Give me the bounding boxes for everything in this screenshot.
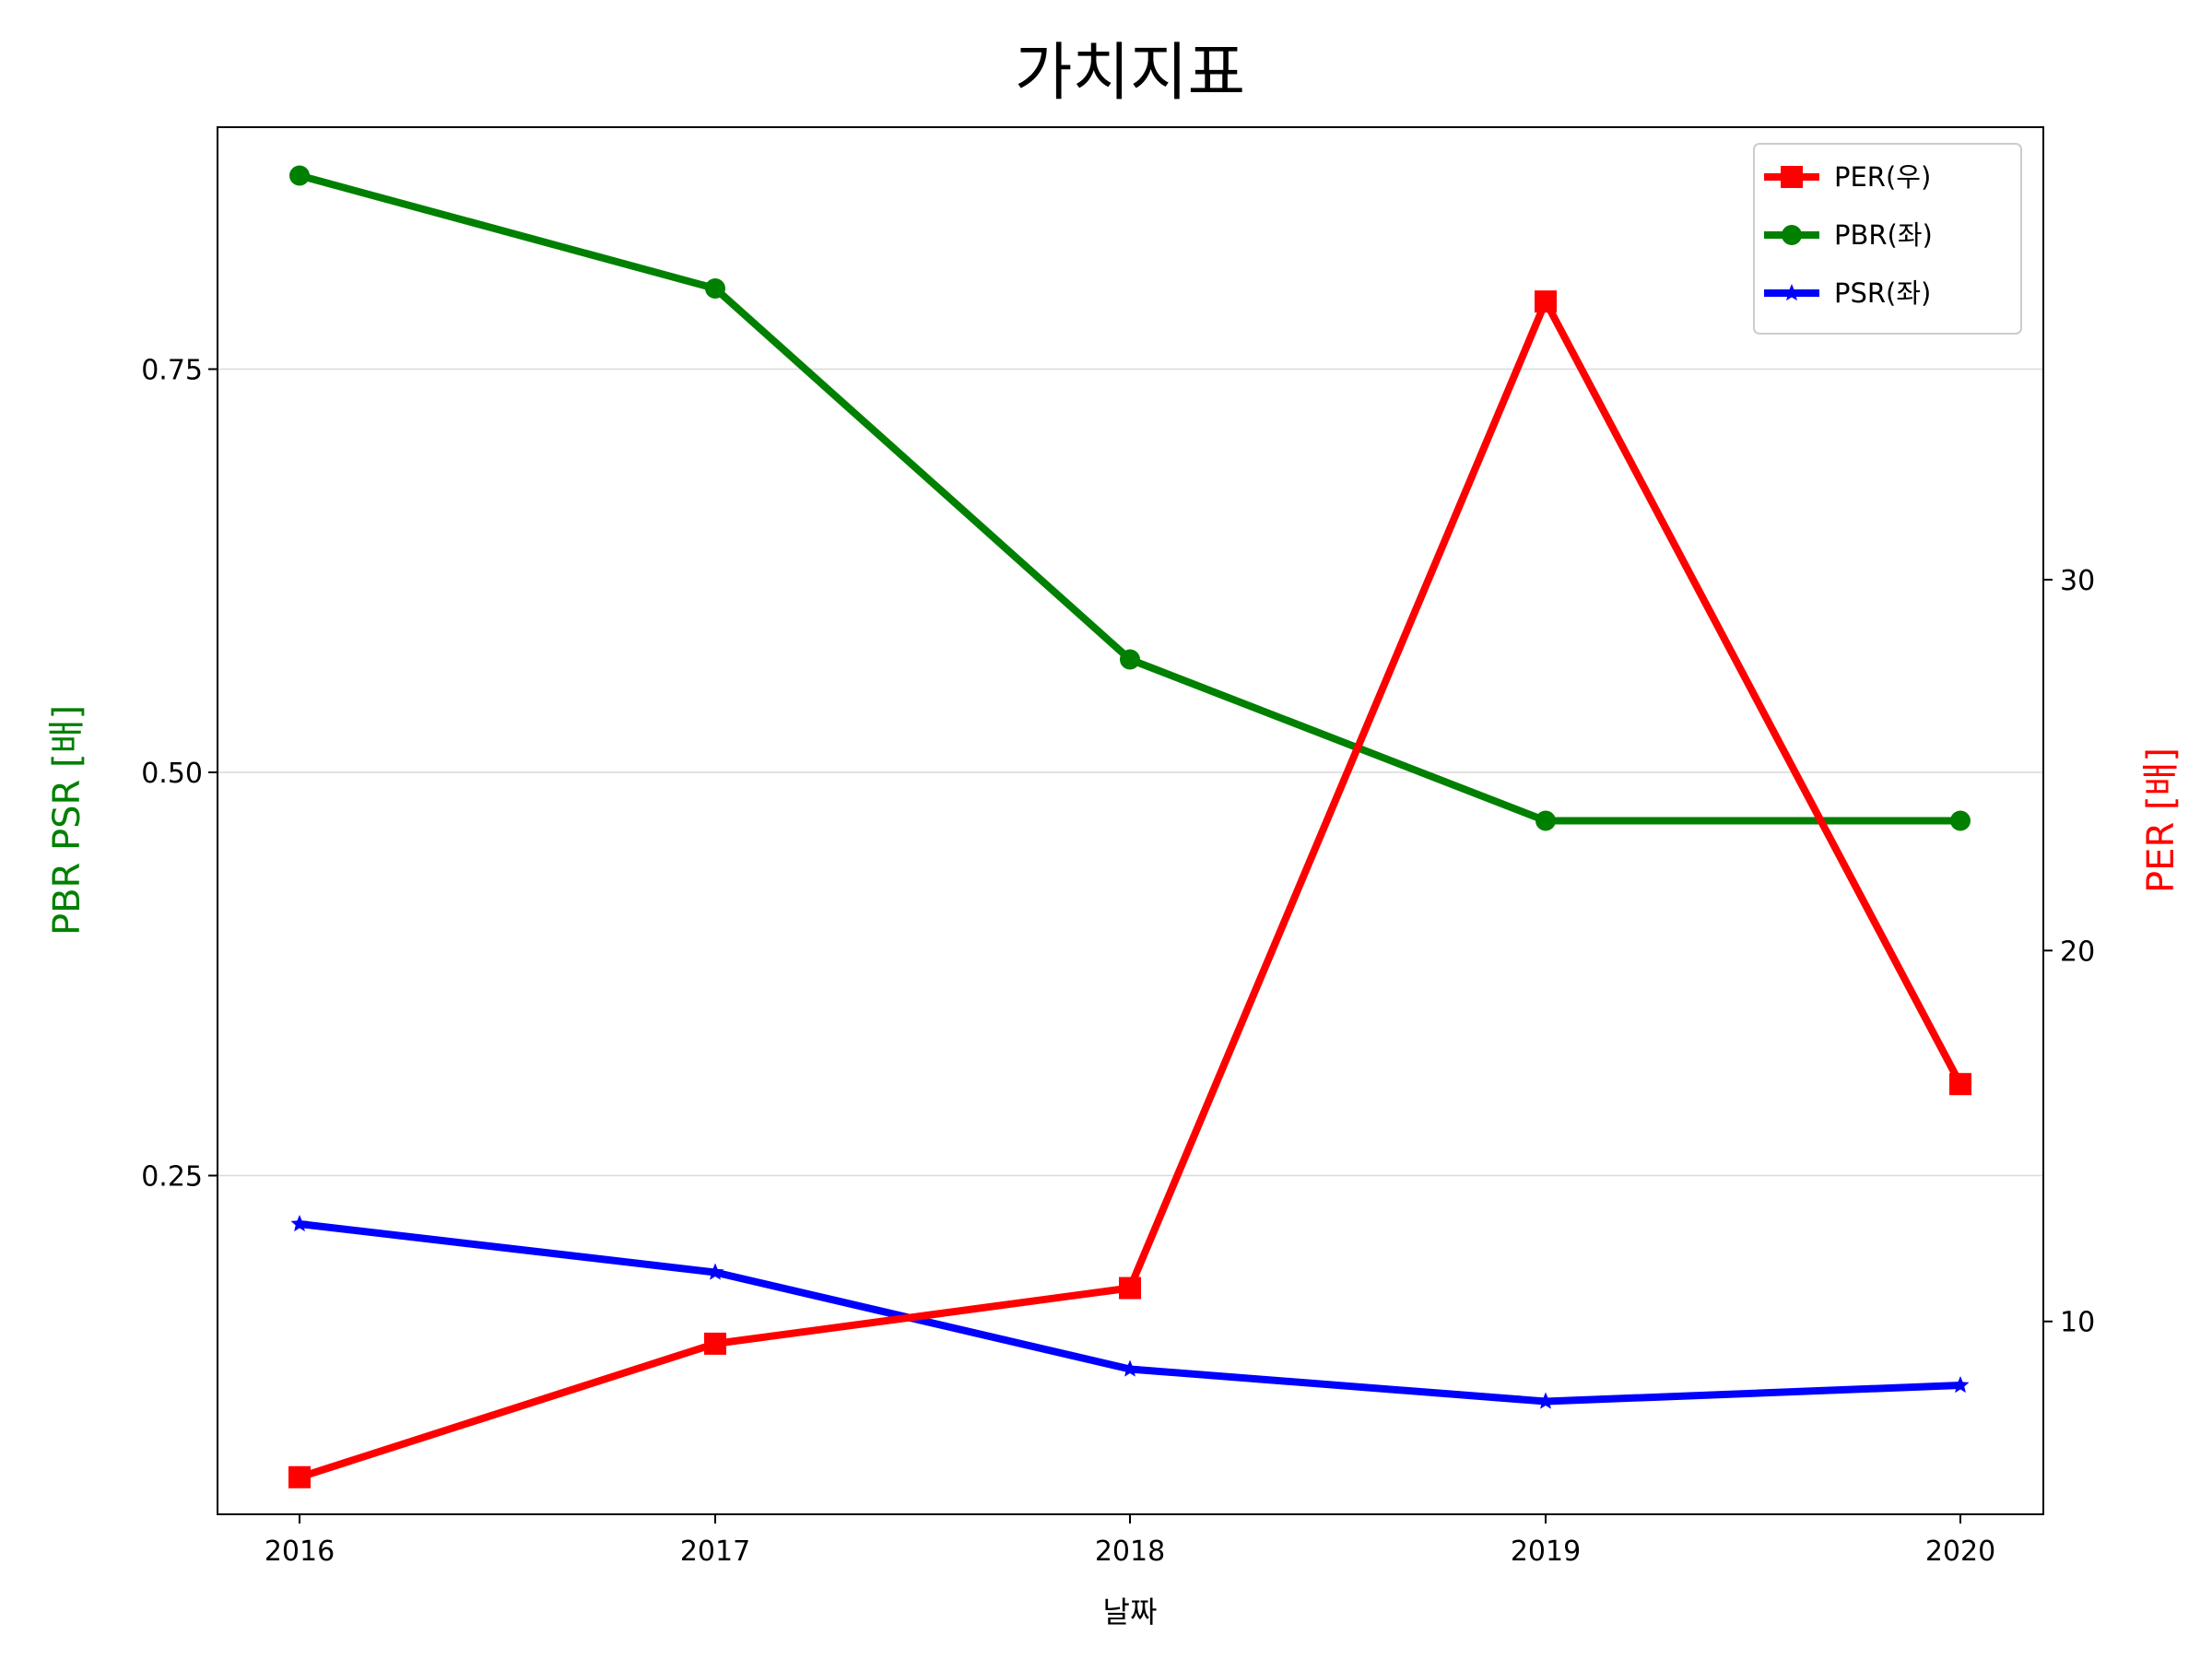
data-point xyxy=(289,165,310,186)
data-point xyxy=(1119,1277,1141,1300)
left-y-tick-label: 0.50 xyxy=(141,758,203,790)
data-point xyxy=(1949,1073,1971,1096)
x-tick-label: 2017 xyxy=(680,1535,750,1568)
data-point xyxy=(1120,649,1140,670)
left-y-tick-label: 0.25 xyxy=(141,1161,203,1194)
data-point xyxy=(706,1263,724,1280)
legend-box xyxy=(1753,143,2022,335)
legend-marker xyxy=(1781,166,1803,188)
right-y-tick-label: 20 xyxy=(2060,935,2095,968)
series-PBR(좌) xyxy=(289,165,1971,831)
right-y-tick-label: 30 xyxy=(2060,565,2095,597)
x-tick-label: 2019 xyxy=(1511,1535,1581,1568)
right-y-axis: 10 20 30 xyxy=(2043,565,2095,1339)
legend-label: PER(우) xyxy=(1834,161,1931,193)
legend-item: PSR(좌) xyxy=(1764,277,1931,309)
series-line xyxy=(298,171,1960,825)
data-point xyxy=(290,1215,309,1232)
series-PSR(좌) xyxy=(290,1215,1970,1409)
y-axis-left-label: PBR PSR [배] xyxy=(46,705,88,935)
data-point xyxy=(705,278,725,299)
data-point xyxy=(1536,1392,1555,1409)
x-tick-label: 2018 xyxy=(1095,1535,1165,1568)
legend-label: PBR(좌) xyxy=(1834,219,1933,251)
data-point xyxy=(288,1465,311,1488)
data-point xyxy=(704,1332,726,1355)
right-y-tick-label: 10 xyxy=(2060,1307,2095,1339)
x-axis-label: 날짜 xyxy=(1103,1594,1158,1630)
data-point xyxy=(1121,1359,1139,1377)
chart-title: 가치지표 xyxy=(1015,37,1245,110)
data-point xyxy=(1950,810,1971,831)
series-line xyxy=(299,1220,1961,1406)
left-y-tick-label: 0.75 xyxy=(141,355,203,387)
x-tick-label: 2016 xyxy=(265,1535,335,1568)
x-tick-label: 2020 xyxy=(1925,1535,1995,1568)
legend-item: PBR(좌) xyxy=(1764,219,1933,251)
data-point xyxy=(1951,1376,1970,1394)
legend: PER(우) PBR(좌) PSR(좌) xyxy=(1753,143,2022,335)
data-point xyxy=(1535,290,1557,313)
series-line xyxy=(298,298,1964,1481)
legend-label: PSR(좌) xyxy=(1834,277,1931,309)
series-layer xyxy=(288,165,1971,1488)
left-y-axis: 0.25 0.50 0.75 xyxy=(141,355,218,1194)
grid-lines xyxy=(218,368,2043,1177)
legend-marker xyxy=(1783,284,1801,301)
x-axis: 2016 2017 2018 2019 2020 xyxy=(265,1514,1995,1568)
y-axis-right-label: PER [배] xyxy=(2140,747,2183,893)
series-PER(우) xyxy=(288,290,1971,1488)
legend-marker xyxy=(1782,225,1802,245)
data-point xyxy=(1535,810,1556,831)
legend-item: PER(우) xyxy=(1764,161,1931,193)
